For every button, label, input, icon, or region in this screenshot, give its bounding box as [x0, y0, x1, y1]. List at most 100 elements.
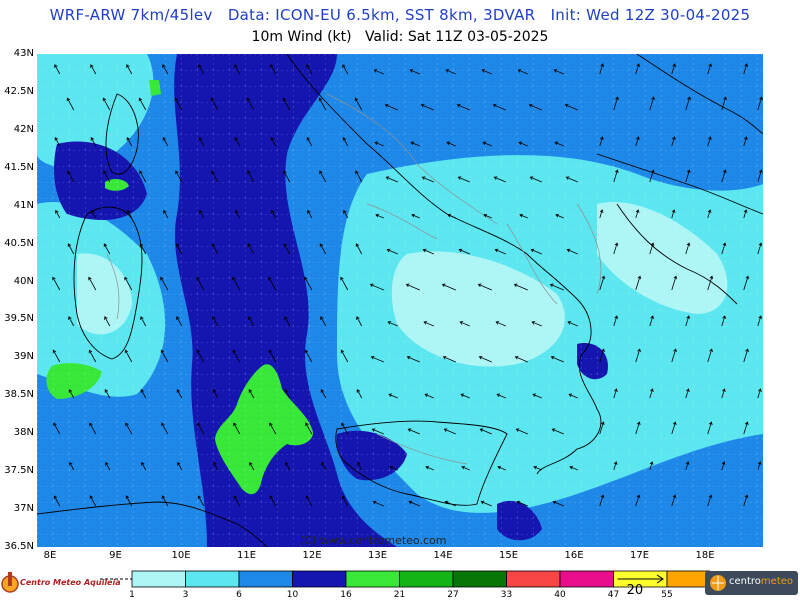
wind-arrow [105, 461, 111, 471]
wind-arrow [234, 137, 241, 147]
lat-label: 42N [13, 123, 34, 135]
wind-arrow [495, 321, 506, 327]
wind-arrow [385, 176, 398, 183]
wind-arrow [342, 64, 349, 75]
wind-arrow [371, 428, 384, 435]
wind-arrow [161, 495, 169, 507]
legend-label: 3 [182, 590, 189, 600]
coastlines [37, 54, 763, 547]
lon-label: 16E [564, 550, 584, 561]
tunisia-coastline [37, 501, 268, 547]
wind-map [37, 54, 763, 547]
legend-label: 33 [500, 590, 513, 600]
wind-arrow [707, 136, 712, 147]
wind-arrow [127, 209, 133, 219]
wind-arrow [721, 315, 726, 327]
wind-arrow [529, 176, 542, 183]
wind-arrow [213, 461, 219, 471]
wind-arrow [162, 137, 169, 147]
wind-arrow [89, 422, 97, 435]
wind-arrow [88, 276, 97, 291]
wind-arrow [497, 465, 506, 471]
wind-arrow [685, 169, 691, 183]
wind-arrow [319, 243, 327, 255]
wind-arrow [533, 465, 542, 471]
wind-arrow [196, 349, 205, 363]
wind-arrow [249, 461, 255, 471]
legend-label: 10 [286, 590, 299, 600]
lat-label: 41.5N [4, 161, 34, 173]
wind-arrow [340, 276, 349, 291]
wind-arrow [124, 349, 133, 363]
lat-label: 42.5N [4, 85, 34, 97]
wind-arrow [343, 209, 349, 219]
wind-arrow [355, 243, 363, 255]
wind-arrow [233, 495, 241, 507]
wind-arrow [162, 64, 169, 75]
wind-arrow [599, 494, 605, 507]
wind-arrow [369, 283, 384, 291]
wind-arrow [649, 388, 654, 399]
wind-arrow [268, 276, 277, 291]
wind-arrow [409, 69, 420, 75]
wind-arrow [707, 494, 713, 507]
wind-arrow [90, 137, 97, 147]
wind-arrow [685, 242, 691, 255]
wind-arrow [138, 97, 147, 111]
wind-arrow [613, 96, 619, 111]
wind-arrow [126, 137, 133, 147]
wind-arrow [282, 97, 291, 111]
wind-arrow [270, 137, 277, 147]
lon-label: 14E [433, 550, 453, 561]
wind-arrow [635, 136, 640, 147]
wind-arrow [549, 283, 564, 291]
wind-arrow [721, 169, 727, 183]
speed-legend [100, 570, 710, 588]
wind-arrow [685, 96, 691, 111]
legend-swatch [399, 570, 454, 588]
wind-arrow [387, 321, 398, 327]
sardinia-coastline [73, 206, 143, 360]
wind-arrow [743, 275, 750, 291]
wind-arrow [649, 169, 655, 183]
wind-arrow [671, 348, 677, 363]
wind-arrow [707, 209, 712, 219]
legend-swatch [345, 570, 400, 588]
wind-arrow [386, 248, 398, 255]
lat-label: 39.5N [4, 313, 34, 325]
wind-arrow [407, 428, 420, 435]
wind-arrow [757, 461, 762, 471]
wind-arrow [757, 315, 762, 327]
wind-arrow [517, 69, 528, 75]
wind-arrow [199, 209, 205, 219]
wind-arrow [211, 170, 219, 183]
wind-arrow [271, 209, 277, 219]
lon-label: 15E [498, 550, 519, 561]
wind-arrow [53, 495, 61, 507]
wind-arrow [320, 316, 327, 327]
wind-arrow [528, 103, 542, 111]
wind-arrow [269, 422, 277, 435]
wind-arrow [139, 243, 147, 255]
wind-arrow [425, 465, 434, 471]
wind-arrow [175, 243, 183, 255]
wind-arrow [388, 393, 398, 399]
wind-arrow [411, 213, 420, 219]
wind-arrow [613, 315, 618, 327]
wind-arrow [481, 69, 492, 75]
wind-arrow [635, 348, 641, 363]
wind-arrow [685, 461, 690, 471]
wind-arrow [305, 422, 313, 435]
wind-arrow [176, 316, 183, 327]
legend-label: 6 [236, 590, 242, 600]
wind-arrow [721, 388, 726, 399]
wind-arrow [139, 170, 147, 183]
wind-arrow [125, 495, 133, 507]
wind-arrow [757, 242, 763, 255]
wind-arrow [305, 495, 313, 507]
wind-arrow [552, 500, 564, 507]
wind-arrow [421, 176, 434, 183]
wind-arrow [671, 63, 676, 75]
corsica-coastline [105, 93, 139, 175]
wind-arrow [340, 349, 349, 363]
